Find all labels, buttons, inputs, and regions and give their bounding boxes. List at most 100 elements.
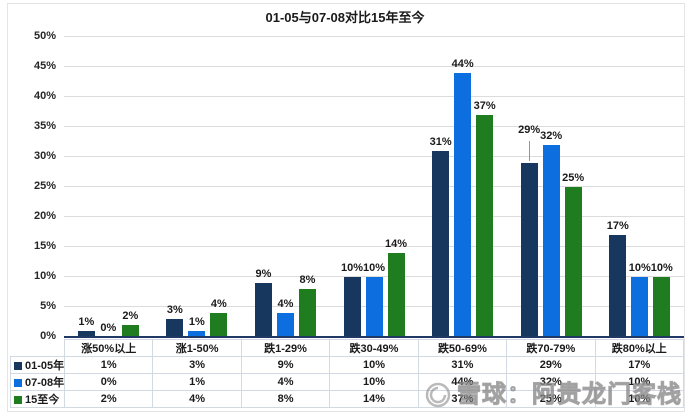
table-category-header: 跌30-49%	[329, 339, 419, 357]
table-value-cell: 1%	[63, 356, 154, 374]
bar-slot: 10%	[341, 37, 364, 337]
y-axis-tick-label: 50%	[33, 30, 56, 42]
bar	[166, 319, 184, 337]
bar	[387, 253, 405, 337]
gridline	[64, 66, 684, 67]
table-row: 01-05年 1% 3% 9% 10% 31% 29% 17%	[10, 356, 685, 374]
table-value-cell: 4%	[240, 373, 331, 391]
bar-slot: 31%	[429, 37, 452, 337]
gridline	[64, 216, 684, 217]
bar-data-label: 3%	[166, 304, 183, 316]
table-category-header: 跌80%以上	[594, 339, 685, 357]
y-axis-tick-label: 15%	[33, 240, 56, 252]
table-value-cell: 31%	[417, 356, 508, 374]
chart-frame	[7, 3, 685, 412]
bar-slot: 9%	[254, 37, 272, 337]
y-axis-tick-label: 30%	[33, 150, 56, 162]
table-value-cell: 0%	[63, 373, 154, 391]
gridline	[64, 186, 684, 187]
table-value-cell: 25%	[506, 390, 596, 408]
bar-group: 9% 4% 8%	[241, 37, 330, 337]
table-row: 07-08年 0% 1% 4% 10% 44% 32% 10%	[10, 373, 685, 391]
bar-data-label: 1%	[78, 316, 95, 328]
gridline	[64, 276, 684, 277]
bar-data-label: 29%	[518, 124, 541, 136]
bar	[631, 277, 649, 337]
label-leader-line	[529, 141, 531, 161]
bar-slot: 25%	[562, 37, 585, 337]
y-axis-tick-label: 40%	[33, 90, 56, 102]
bar	[343, 277, 361, 337]
bar-data-label: 44%	[451, 58, 474, 70]
table-value-cell: 17%	[594, 356, 685, 374]
bar-slot: 17%	[606, 37, 629, 337]
bar	[254, 283, 272, 337]
bar-slot: 10%	[628, 37, 651, 337]
table-value-cell: 32%	[506, 373, 596, 391]
bar	[365, 277, 383, 337]
bar-slot: 2%	[121, 37, 139, 337]
bar	[432, 151, 450, 337]
bar-slot: 10%	[651, 37, 673, 337]
bar-data-label: 4%	[210, 298, 227, 310]
table-value-cell: 8%	[240, 390, 331, 408]
table-value-cell: 10%	[594, 373, 685, 391]
table-row: 15至今 2% 4% 8% 14% 37% 25% 10%	[10, 390, 685, 408]
table-value-cell: 10%	[594, 390, 685, 408]
bar-data-label: 37%	[473, 100, 496, 112]
table-value-cell: 10%	[329, 356, 419, 374]
x-axis-line	[64, 336, 684, 338]
table-value-cell: 10%	[329, 373, 419, 391]
table-value-cell: 2%	[63, 390, 154, 408]
table-value-cell: 14%	[329, 390, 419, 408]
bar-data-label: 25%	[562, 172, 585, 184]
bar-group: 10% 10% 14%	[330, 37, 419, 337]
bar	[276, 313, 294, 337]
bar-data-label: 10%	[363, 262, 386, 274]
bar-data-label: 0%	[100, 322, 117, 334]
bar-group: 3% 1% 4%	[153, 37, 242, 337]
table-value-cell: 4%	[152, 390, 242, 408]
table-category-header: 涨1-50%	[152, 339, 242, 357]
bar-data-label: 10%	[341, 262, 364, 274]
table-category-header: 跌50-69%	[417, 339, 508, 357]
bar-data-label: 17%	[606, 220, 629, 232]
legend-cell: 15至今	[10, 390, 65, 408]
y-axis-tick-label: 25%	[33, 180, 56, 192]
bar	[609, 235, 627, 337]
bar-data-label: 14%	[385, 238, 408, 250]
table-value-cell: 9%	[240, 356, 331, 374]
bar-slot: 29%	[518, 37, 541, 337]
bar-data-label: 32%	[540, 130, 563, 142]
legend-cell: 07-08年	[10, 373, 65, 391]
bar	[121, 325, 139, 337]
table-value-cell: 44%	[417, 373, 508, 391]
y-axis-tick-label: 35%	[33, 120, 56, 132]
bar-slot: 44%	[451, 37, 474, 337]
bar-data-label: 1%	[188, 316, 205, 328]
table-category-header: 涨50%以上	[63, 339, 154, 357]
table-category-header: 跌70-79%	[506, 339, 596, 357]
table-value-cell: 29%	[506, 356, 596, 374]
bar-slot: 10%	[363, 37, 386, 337]
bar-slot: 1%	[77, 37, 95, 337]
bar-slot: 4%	[276, 37, 294, 337]
bar-data-label: 31%	[429, 136, 452, 148]
legend-cell: 01-05年	[10, 356, 65, 374]
bar	[542, 145, 560, 337]
table-value-cell: 3%	[152, 356, 242, 374]
y-axis: 0% 5% 10% 15% 20% 25% 30% 35% 40% 45% 50%	[0, 31, 58, 342]
bar-slot: 32%	[540, 37, 563, 337]
bar-data-label: 10%	[628, 262, 651, 274]
bar-data-label: 8%	[299, 274, 316, 286]
bar	[564, 187, 582, 337]
gridline	[64, 96, 684, 97]
table-category-header: 跌1-29%	[240, 339, 331, 357]
bar-group: 29% 32% 25%	[507, 37, 596, 337]
bar	[476, 115, 494, 337]
chart-title: 01-05与07-08对比15年至今	[265, 10, 425, 25]
plot-area: 1% 0% 2% 3% 1% 4% 9% 4% 8% 10% 10% 14% 31% 44% 37% 29% 3…	[64, 36, 684, 338]
bar-slot: 4%	[210, 37, 228, 337]
bar-slot: 1%	[188, 37, 206, 337]
